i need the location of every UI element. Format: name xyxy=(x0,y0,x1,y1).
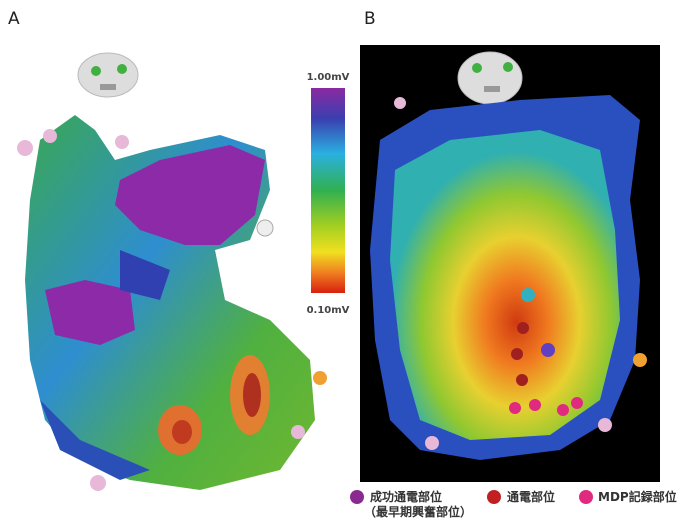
map-b xyxy=(360,45,660,482)
legend-swatch xyxy=(350,490,364,504)
legend-label: 通電部位 xyxy=(507,489,555,504)
legend-label: 成功通電部位 xyxy=(370,489,442,504)
panel-label: A xyxy=(8,9,20,29)
colorbar-max: 1.00mV xyxy=(307,72,350,83)
colorbar-min: 0.10mV xyxy=(307,305,350,316)
figure: A B 1.00mV 0.10mV xyxy=(0,0,678,520)
legend-swatch xyxy=(579,490,593,504)
legend-sublabel: （最早期興奮部位） xyxy=(364,504,472,519)
legend-swatch xyxy=(487,490,501,504)
panel-label: B xyxy=(364,9,376,29)
colorbar xyxy=(311,88,345,293)
map-a xyxy=(17,53,327,491)
legend-label: MDP記録部位 xyxy=(598,489,677,504)
